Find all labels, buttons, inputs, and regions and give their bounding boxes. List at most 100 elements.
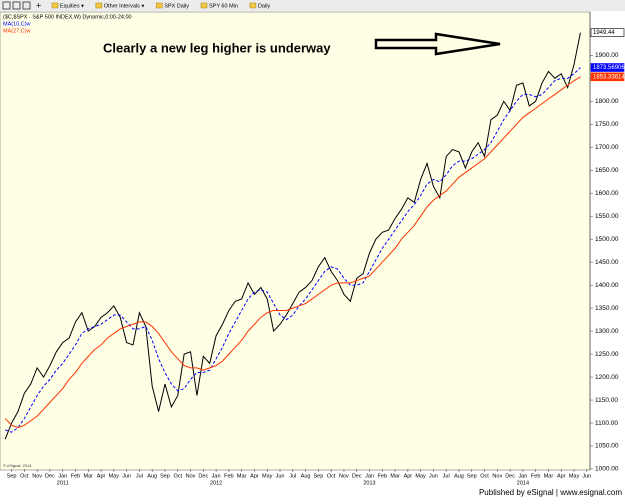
x-tick-label: Jul bbox=[289, 473, 296, 479]
toolbar-icons: + bbox=[2, 0, 41, 10]
x-tick-label: Jan bbox=[365, 473, 374, 479]
x-tick-label: Nov bbox=[339, 473, 349, 479]
y-tick-label: 1150.00 bbox=[595, 397, 618, 404]
x-tick-label: Apr bbox=[97, 473, 106, 479]
x-tick-label: Oct bbox=[20, 473, 29, 479]
last-value-box bbox=[590, 63, 625, 72]
x-tick-label: Mar bbox=[390, 473, 400, 479]
y-tick-label: 1700.00 bbox=[595, 144, 619, 151]
x-tick-label: Jul bbox=[443, 473, 450, 479]
last-value-label: 1873.56906 bbox=[593, 65, 625, 71]
x-tick-label: Mar bbox=[544, 473, 554, 479]
toolbar-item[interactable]: SPY 60 Min bbox=[209, 3, 238, 9]
x-tick-label: Feb bbox=[71, 473, 80, 479]
y-tick-label: 1250.00 bbox=[595, 351, 619, 358]
year-label: 2013 bbox=[363, 480, 375, 486]
x-tick-label: Nov bbox=[492, 473, 502, 479]
x-tick-label: Jan bbox=[58, 473, 67, 479]
x-tick-label: May bbox=[262, 473, 273, 479]
x-tick-label: Apr bbox=[557, 473, 566, 479]
last-value-box bbox=[590, 28, 625, 37]
x-tick-label: Dec bbox=[198, 473, 208, 479]
y-tick-label: 1300.00 bbox=[595, 328, 619, 335]
x-tick-label: Aug bbox=[147, 473, 157, 479]
x-tick-label: Apr bbox=[404, 473, 413, 479]
x-tick-label: Oct bbox=[327, 473, 336, 479]
series-line bbox=[4, 76, 581, 429]
x-tick-label: Jan bbox=[212, 473, 221, 479]
y-tick-label: 1350.00 bbox=[595, 305, 619, 312]
x-tick-label: May bbox=[415, 473, 426, 479]
x-tick-label: Apr bbox=[250, 473, 259, 479]
icon-plus[interactable]: + bbox=[36, 0, 41, 10]
toolbar-item[interactable]: Equities ▾ bbox=[60, 3, 84, 9]
y-tick-label: 1900.00 bbox=[595, 52, 619, 59]
year-label: 2011 bbox=[57, 480, 69, 486]
toolbar-item[interactable]: Daily bbox=[258, 3, 270, 9]
year-label: 2014 bbox=[517, 480, 529, 486]
x-tick-label: Jun bbox=[122, 473, 131, 479]
x-tick-label: Jun bbox=[429, 473, 438, 479]
x-tick-label: May bbox=[569, 473, 580, 479]
last-value-label: 1949.44 bbox=[593, 30, 615, 36]
x-tick-label: Nov bbox=[32, 473, 42, 479]
y-tick-label: 1100.00 bbox=[595, 420, 618, 427]
x-tick-label: Aug bbox=[301, 473, 311, 479]
x-tick-label: Oct bbox=[480, 473, 489, 479]
x-tick-label: Mar bbox=[237, 473, 247, 479]
copyright: © eSignal, 2014 bbox=[3, 463, 32, 468]
y-tick-label: 1050.00 bbox=[595, 443, 619, 450]
x-tick-label: Feb bbox=[531, 473, 540, 479]
x-tick-label: Dec bbox=[352, 473, 362, 479]
x-tick-label: Sep bbox=[7, 473, 17, 479]
y-tick-label: 1400.00 bbox=[595, 282, 619, 289]
x-tick-label: Dec bbox=[505, 473, 515, 479]
footer: Published by eSignal | www.esignal.com bbox=[479, 488, 622, 497]
year-label: 2012 bbox=[210, 480, 222, 486]
x-tick-label: May bbox=[109, 473, 120, 479]
legend-entry: ($C,$SPX - S&P 500 INDEX,W) Dynamic,0:00… bbox=[3, 14, 132, 20]
toolbar-icon[interactable] bbox=[155, 2, 163, 9]
series-line bbox=[5, 67, 581, 433]
toolbar-icon[interactable] bbox=[200, 2, 208, 9]
x-tick-label: Sep bbox=[313, 473, 323, 479]
x-tick-label: Jul bbox=[136, 473, 143, 479]
x-tick-label: Jun bbox=[276, 473, 285, 479]
x-tick-label: Feb bbox=[378, 473, 387, 479]
arrow bbox=[374, 32, 501, 56]
icon[interactable] bbox=[12, 1, 21, 10]
x-tick-label: Aug bbox=[454, 473, 464, 479]
y-tick-label: 1650.00 bbox=[595, 167, 619, 174]
series-line bbox=[4, 32, 581, 440]
x-tick-label: Sep bbox=[467, 473, 477, 479]
toolbar-item[interactable]: SPX Daily bbox=[164, 3, 189, 9]
toolbar-icon[interactable] bbox=[51, 2, 59, 9]
x-tick-label: Mar bbox=[84, 473, 94, 479]
plot-area bbox=[0, 11, 591, 471]
icon[interactable] bbox=[22, 1, 31, 10]
y-tick-label: 1800.00 bbox=[595, 98, 619, 105]
y-tick-label: 1750.00 bbox=[595, 121, 619, 128]
y-tick-label: 1550.00 bbox=[595, 213, 619, 220]
legend-entry: MA(10,C)w bbox=[3, 21, 31, 27]
x-tick-label: Jun bbox=[582, 473, 591, 479]
x-tick-label: Dec bbox=[45, 473, 55, 479]
icon[interactable] bbox=[2, 1, 11, 10]
x-tick-label: Nov bbox=[186, 473, 196, 479]
legend-entry: MA(27,C)w bbox=[3, 28, 31, 34]
toolbar-icon[interactable] bbox=[95, 2, 103, 9]
y-tick-label: 1200.00 bbox=[595, 374, 619, 381]
y-tick-label: 1600.00 bbox=[595, 190, 619, 197]
last-value-box bbox=[590, 72, 625, 82]
toolbar bbox=[0, 0, 625, 11]
annotation: Clearly a new leg higher is underway bbox=[103, 40, 331, 55]
x-tick-label: Oct bbox=[173, 473, 182, 479]
x-tick-label: Jan bbox=[518, 473, 527, 479]
toolbar-icon[interactable] bbox=[249, 2, 257, 9]
y-tick-label: 1450.00 bbox=[595, 259, 619, 266]
y-tick-label: 1000.00 bbox=[595, 466, 619, 473]
y-tick-label: 1500.00 bbox=[595, 236, 619, 243]
last-value-label: 1853.33614 bbox=[593, 74, 625, 80]
toolbar-item[interactable]: Other Intervals ▾ bbox=[104, 3, 145, 9]
